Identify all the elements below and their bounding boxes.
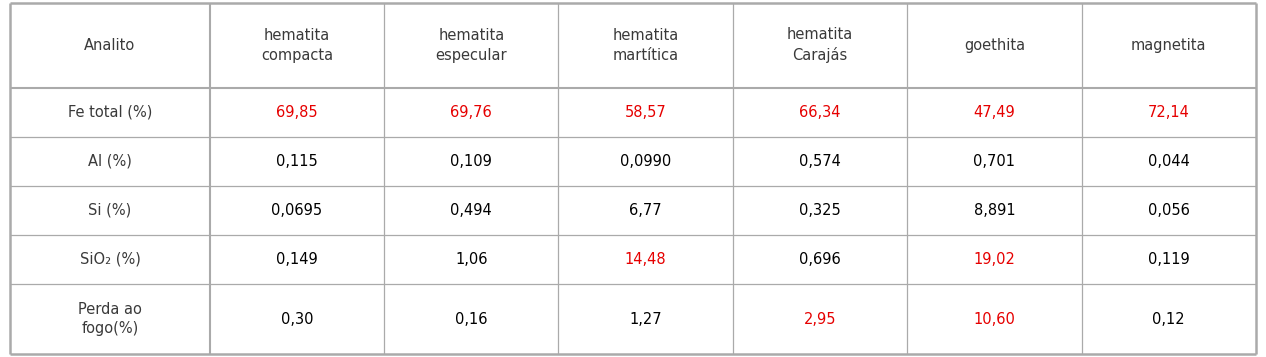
Text: 0,701: 0,701	[974, 154, 1015, 169]
Text: 0,0695: 0,0695	[271, 203, 323, 218]
Text: 0,30: 0,30	[281, 312, 313, 327]
Text: 8,891: 8,891	[974, 203, 1015, 218]
Text: 0,696: 0,696	[799, 252, 841, 267]
Text: 0,0990: 0,0990	[620, 154, 671, 169]
Text: 0,119: 0,119	[1148, 252, 1190, 267]
Text: 58,57: 58,57	[624, 105, 666, 120]
Text: 69,85: 69,85	[276, 105, 318, 120]
Text: 0,115: 0,115	[276, 154, 318, 169]
Text: Fe total (%): Fe total (%)	[68, 105, 152, 120]
Text: 0,494: 0,494	[451, 203, 492, 218]
Text: 0,056: 0,056	[1148, 203, 1190, 218]
Text: 1,27: 1,27	[629, 312, 662, 327]
Text: hematita
martítica: hematita martítica	[613, 28, 679, 63]
Text: Perda ao
fogo(%): Perda ao fogo(%)	[78, 302, 142, 337]
Text: 66,34: 66,34	[799, 105, 841, 120]
Text: 0,149: 0,149	[276, 252, 318, 267]
Text: Si (%): Si (%)	[89, 203, 132, 218]
Text: 0,574: 0,574	[799, 154, 841, 169]
Text: 6,77: 6,77	[629, 203, 662, 218]
Text: 1,06: 1,06	[454, 252, 487, 267]
Text: hematita
especular: hematita especular	[436, 28, 508, 63]
Text: 0,109: 0,109	[451, 154, 492, 169]
Text: hematita
compacta: hematita compacta	[261, 28, 333, 63]
Text: 69,76: 69,76	[451, 105, 492, 120]
Text: hematita
Carajás: hematita Carajás	[787, 27, 853, 64]
Text: 0,325: 0,325	[799, 203, 841, 218]
Text: Al (%): Al (%)	[89, 154, 132, 169]
Text: 0,044: 0,044	[1148, 154, 1190, 169]
Text: 19,02: 19,02	[974, 252, 1015, 267]
Text: 0,12: 0,12	[1152, 312, 1185, 327]
Text: goethita: goethita	[963, 38, 1025, 53]
Text: 47,49: 47,49	[974, 105, 1015, 120]
Text: SiO₂ (%): SiO₂ (%)	[80, 252, 141, 267]
Text: 72,14: 72,14	[1148, 105, 1190, 120]
Text: 0,16: 0,16	[454, 312, 487, 327]
Text: 2,95: 2,95	[804, 312, 837, 327]
Text: magnetita: magnetita	[1131, 38, 1206, 53]
Text: 14,48: 14,48	[625, 252, 666, 267]
Text: 10,60: 10,60	[974, 312, 1015, 327]
Text: Analito: Analito	[85, 38, 135, 53]
